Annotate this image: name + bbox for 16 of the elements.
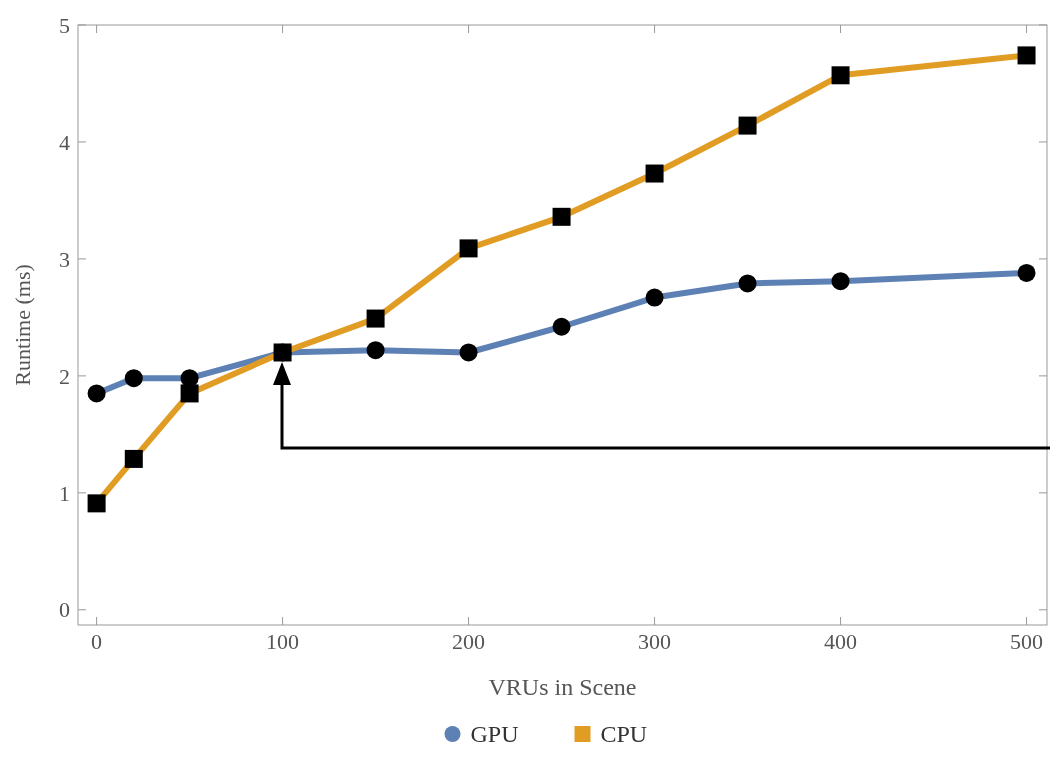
x-tick-label: 400 [824,629,858,654]
x-axis-title: VRUs in Scene [488,674,637,700]
x-tick-label: 300 [638,629,672,654]
x-tick-label: 100 [266,629,300,654]
legend-label: GPU [470,721,519,747]
x-tick-label: 200 [452,629,486,654]
x-tick-label: 500 [1010,629,1044,654]
y-tick-label: 5 [59,12,70,38]
y-axis-title: Runtime (ms) [10,264,35,386]
y-tick-label: 0 [59,597,70,623]
legend-label: CPU [600,721,648,747]
y-tick-label: 2 [59,363,70,389]
x-tick-label: 0 [91,629,103,654]
y-tick-label: 3 [59,246,70,272]
y-tick-label: 4 [59,129,70,155]
y-tick-label: 1 [59,480,70,506]
